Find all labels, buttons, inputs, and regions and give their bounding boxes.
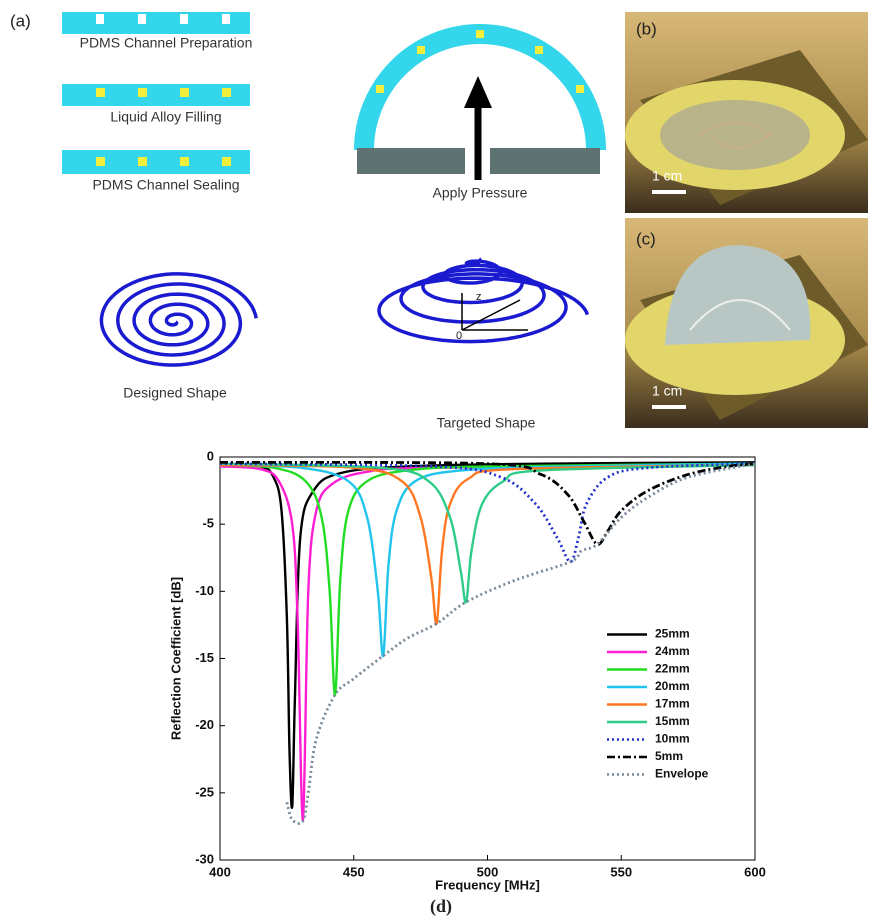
strip-seal — [62, 150, 250, 174]
step-label: PDMS Channel Sealing — [92, 177, 239, 193]
targeted-spiral — [379, 259, 587, 342]
scale-bar — [652, 405, 686, 409]
panel-label: (d) — [430, 896, 452, 917]
base — [490, 148, 600, 174]
y-axis-label: Reflection Coefficient [dB] — [168, 577, 183, 740]
axis-label: z — [476, 291, 482, 303]
step-label: Liquid Alloy Filling — [110, 109, 221, 125]
legend-label: 15mm — [655, 714, 690, 728]
caption: Apply Pressure — [433, 185, 528, 201]
y-tick-label: -25 — [195, 784, 214, 799]
axis-label: 0 — [456, 330, 462, 342]
panel-label: (a) — [10, 11, 31, 30]
legend-label: 17mm — [655, 697, 690, 711]
figure: (a) PDMS Channel Preparation Liquid Allo… — [0, 0, 882, 921]
strip-fill — [62, 84, 250, 106]
x-tick-label: 550 — [610, 864, 632, 879]
step-label: PDMS Channel Preparation — [80, 35, 253, 51]
legend-label: 20mm — [655, 679, 690, 693]
y-tick-label: -5 — [202, 516, 214, 531]
scale-bar — [652, 190, 686, 194]
legend-label: 22mm — [655, 662, 690, 676]
x-axis-label: Frequency [MHz] — [435, 877, 540, 892]
y-tick-label: -10 — [195, 583, 214, 598]
designed-spiral — [101, 274, 256, 365]
legend-label: 5mm — [655, 749, 683, 763]
scale-label: 1 cm — [652, 168, 682, 184]
x-tick-label: 400 — [209, 864, 231, 879]
y-tick-label: -15 — [195, 650, 214, 665]
legend-label: 24mm — [655, 644, 690, 658]
spirals — [101, 259, 587, 365]
y-tick-label: 0 — [207, 448, 214, 463]
base — [357, 148, 465, 174]
panel-label: (b) — [636, 19, 657, 38]
x-tick-label: 450 — [343, 864, 365, 879]
caption: Targeted Shape — [437, 415, 536, 431]
strip-prep — [62, 12, 250, 34]
y-tick-label: -30 — [195, 851, 214, 866]
panel-label: (c) — [636, 229, 656, 248]
y-tick-label: -20 — [195, 717, 214, 732]
x-tick-label: 600 — [744, 864, 766, 879]
legend-label: 10mm — [655, 732, 690, 746]
arrow-head — [464, 76, 492, 108]
legend-label: 25mm — [655, 627, 690, 641]
caption: Designed Shape — [123, 385, 227, 401]
scale-label: 1 cm — [652, 383, 682, 399]
legend-label: Envelope — [655, 767, 709, 781]
